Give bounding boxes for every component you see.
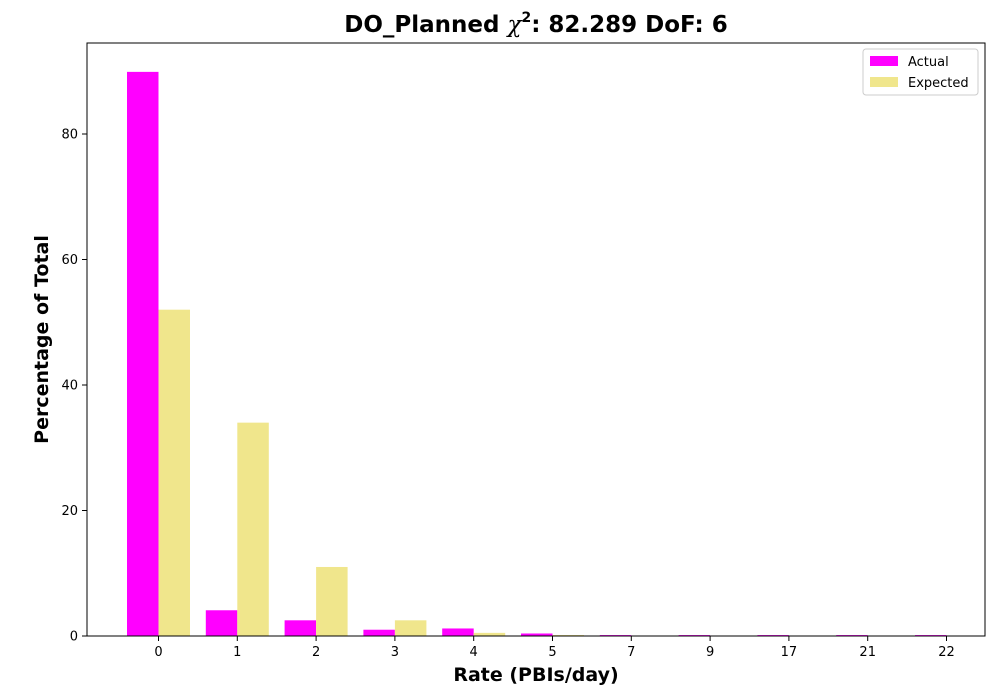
y-tick-label: 80 — [61, 127, 78, 142]
y-tick-label: 0 — [70, 630, 78, 645]
y-axis-label: Percentage of Total — [31, 235, 53, 444]
legend-label-expected: Expected — [908, 76, 969, 91]
x-tick-label: 5 — [548, 645, 556, 660]
x-tick-label: 2 — [312, 645, 320, 660]
plot-frame — [86, 42, 986, 637]
bar-actual-2 — [284, 620, 317, 636]
bar-expected-2 — [316, 566, 348, 636]
x-tick-label: 21 — [859, 645, 876, 660]
y-tick-label: 60 — [61, 253, 78, 268]
bar-expected-3 — [394, 620, 427, 636]
bar-expected-1 — [237, 422, 269, 636]
x-tick-label: 22 — [938, 645, 955, 660]
x-tick-label: 17 — [781, 645, 798, 660]
x-axis-ticks: 0 1 2 3 4 5 7 9 17 21 22 — [154, 636, 955, 660]
x-axis-label: Rate (PBIs/day) — [453, 664, 618, 686]
legend-label-actual: Actual — [908, 55, 949, 70]
bar-actual-1 — [205, 610, 238, 636]
chart-title: DO_Planned χ2: 82.289 DoF: 6 — [344, 10, 727, 38]
x-tick-label: 4 — [470, 645, 478, 660]
bar-actual-3 — [363, 629, 395, 636]
bars — [127, 71, 947, 637]
y-tick-label: 40 — [61, 378, 78, 393]
bar-actual-5 — [521, 633, 553, 636]
y-tick-label: 20 — [61, 504, 78, 519]
x-tick-label: 7 — [627, 645, 635, 660]
legend-swatch-expected — [870, 77, 898, 87]
legend-swatch-actual — [870, 56, 898, 66]
x-tick-label: 9 — [706, 645, 714, 660]
x-tick-label: 3 — [391, 645, 399, 660]
y-axis-ticks: 0 20 40 60 80 — [61, 127, 87, 645]
x-tick-label: 1 — [233, 645, 241, 660]
bar-actual-0 — [127, 71, 159, 637]
bar-expected-0 — [158, 309, 190, 636]
x-tick-label: 0 — [154, 645, 162, 660]
bar-expected-4 — [473, 632, 506, 636]
bar-actual-4 — [442, 628, 474, 636]
legend: Actual Expected — [862, 48, 979, 96]
